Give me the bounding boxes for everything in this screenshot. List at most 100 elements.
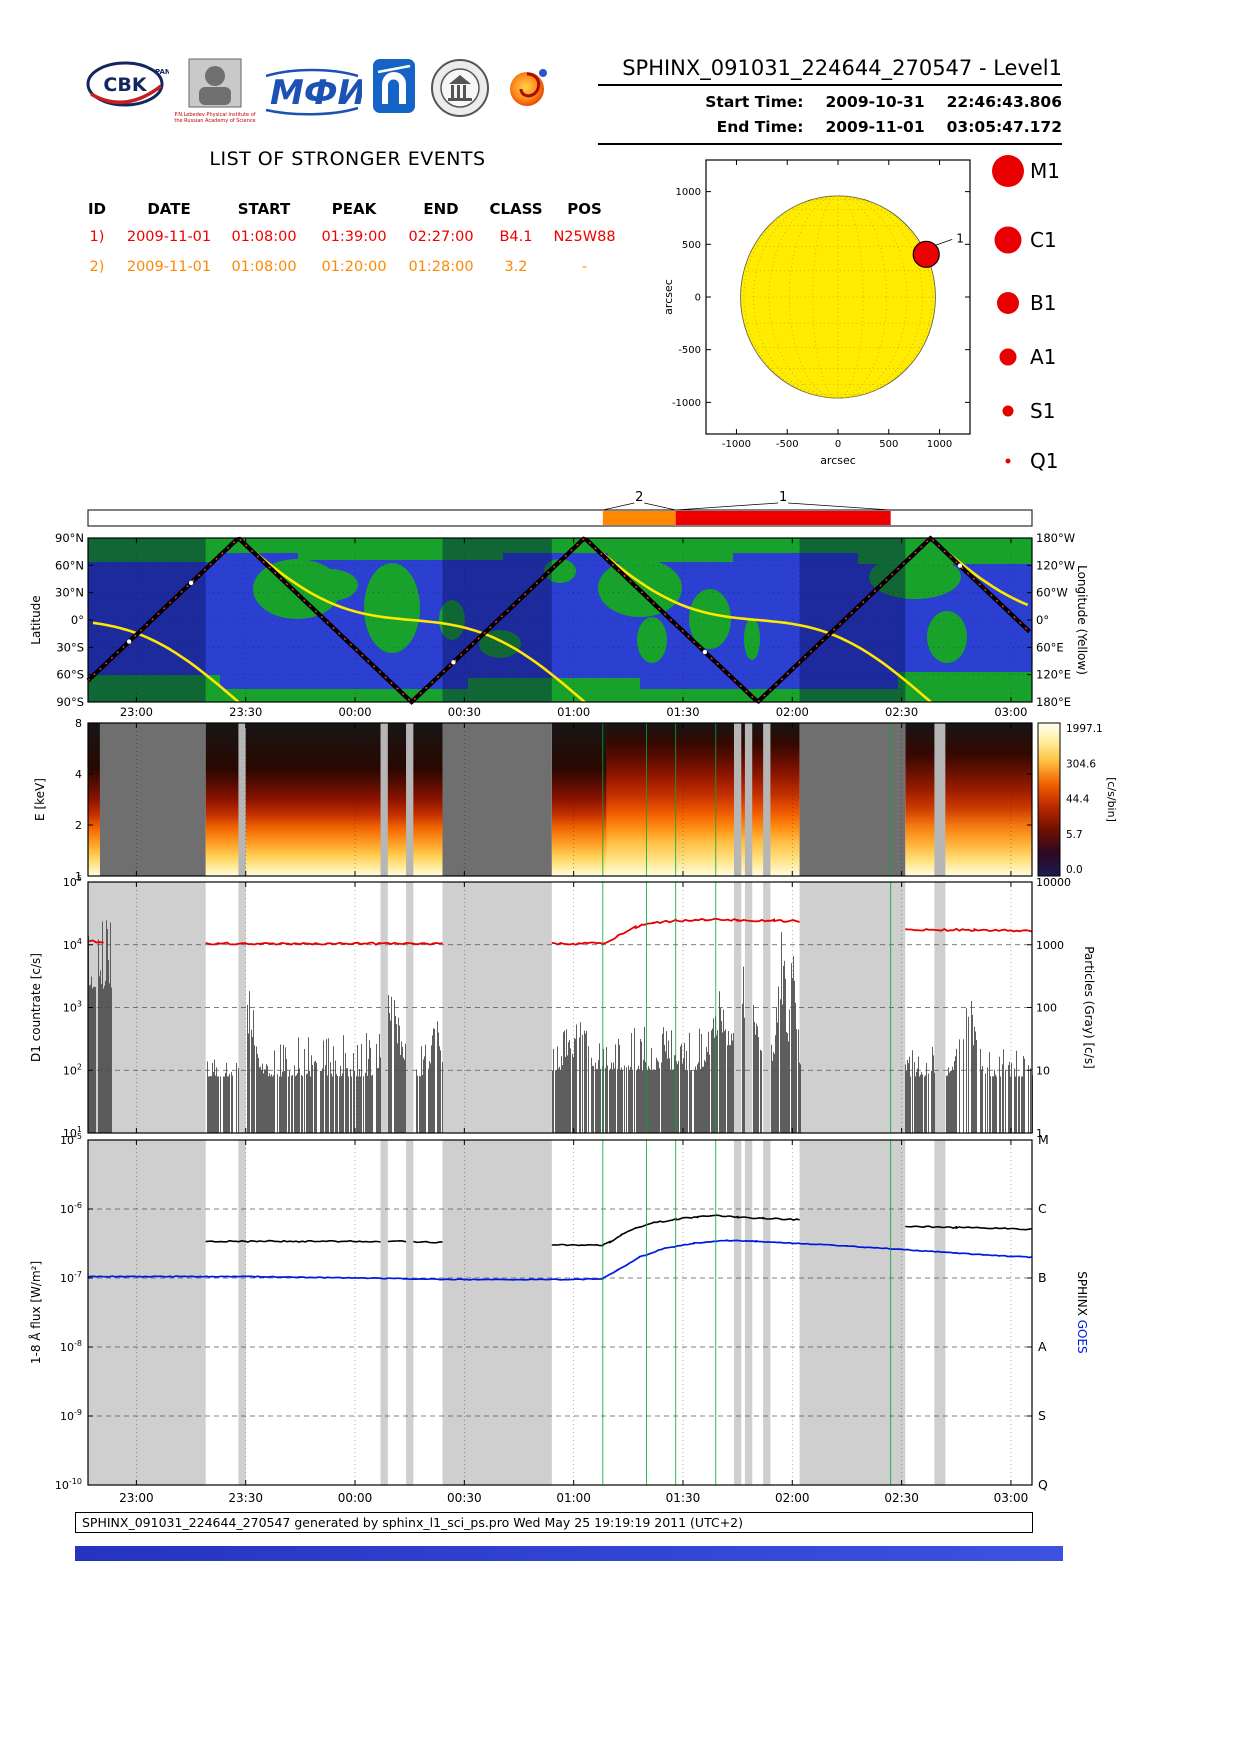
bottom-blue-bar	[75, 1546, 1063, 1561]
lebedev-caption: P.N.Lebedev Physical Institute of the Ru…	[174, 112, 256, 124]
svg-text:01:30: 01:30	[666, 705, 699, 719]
end-time-value: 03:05:47.172	[946, 118, 1062, 136]
sun-position-plot: 1 -1000 -500 0 500 1000 1000 500 0 -500 -1000 arcse…	[662, 159, 971, 467]
longitude-curve	[237, 537, 586, 703]
page-title: SPHINX_091031_224644_270547 - Level1	[598, 56, 1062, 86]
sun-blue-dot	[539, 69, 547, 77]
mephi-wave-top	[265, 68, 359, 78]
svg-text:E [keV]: E [keV]	[33, 778, 47, 821]
track-dot	[188, 580, 194, 586]
university-seal-logo	[430, 58, 490, 122]
event-row: 1) 2009-11-01 01:08:00 01:39:00 02:27:00…	[89, 229, 616, 245]
svg-text:102: 102	[63, 1062, 82, 1077]
svg-text:M: M	[1038, 1132, 1049, 1147]
mephi-wave-bottom	[265, 106, 359, 116]
legend-circle	[1002, 405, 1014, 417]
svg-text:SPHINX GOES: SPHINX GOES	[1075, 1271, 1089, 1353]
svg-text:00:30: 00:30	[448, 705, 481, 719]
seal-base	[448, 98, 472, 101]
svg-text:1000: 1000	[676, 187, 701, 198]
end-time-label: End Time:	[716, 118, 804, 136]
svg-text:10-8: 10-8	[60, 1339, 82, 1354]
start-time-row: Start Time: 2009-10-31 22:46:43.806	[598, 93, 1062, 111]
svg-text:0°: 0°	[1036, 613, 1049, 627]
svg-text:103: 103	[63, 1000, 82, 1015]
event-segment	[602, 511, 676, 525]
svg-text:180°E: 180°E	[1036, 695, 1071, 709]
svg-text:-500: -500	[776, 439, 799, 450]
arch-gate	[382, 72, 406, 104]
lebedev-logo: P.N.Lebedev Physical Institute of the Ru…	[174, 58, 258, 124]
start-time-label: Start Time:	[705, 93, 804, 111]
svg-text:00:30: 00:30	[447, 1491, 482, 1505]
svg-text:Longitude (Yellow): Longitude (Yellow)	[1075, 565, 1089, 675]
svg-text:2: 2	[635, 490, 643, 505]
cbk-ellipse	[86, 61, 164, 107]
svg-text:100: 100	[1036, 1002, 1057, 1015]
svg-text:1: 1	[75, 870, 82, 883]
svg-text:01:00: 01:00	[557, 705, 590, 719]
svg-text:500: 500	[682, 240, 701, 251]
svg-text:00:00: 00:00	[338, 1491, 373, 1505]
svg-text:1: 1	[779, 490, 787, 505]
svg-text:B: B	[1038, 1270, 1047, 1285]
end-time-row: End Time: 2009-11-01 03:05:47.172	[598, 118, 1062, 136]
svg-text:2: 2	[75, 819, 82, 832]
svg-text:5.7: 5.7	[1066, 829, 1083, 841]
portrait-head	[205, 66, 225, 86]
ground-track-map: 90°N 60°N 30°N 0° 30°S 60°S 90°S 180°W 120°W 60°W…	[29, 531, 1089, 719]
track-dot	[126, 639, 132, 644]
footer-caption: SPHINX_091031_224644_270547 generated by…	[75, 1512, 1033, 1533]
svg-text:Q1: Q1	[1030, 449, 1058, 473]
start-time-value: 22:46:43.806	[946, 93, 1062, 111]
portrait-shoulders	[199, 87, 231, 105]
svg-text:00:00: 00:00	[338, 705, 371, 719]
events-header-row: ID DATE START PEAK END CLASS POS	[87, 200, 602, 218]
cbk-logo: CBK PAN	[85, 58, 171, 120]
svg-text:03:00: 03:00	[994, 705, 1027, 719]
svg-text:90°S: 90°S	[56, 695, 84, 709]
svg-text:60°S: 60°S	[56, 668, 84, 682]
svg-text:1000: 1000	[1036, 939, 1064, 952]
longitude-curve	[583, 537, 932, 703]
svg-text:500: 500	[879, 439, 898, 450]
cbk-swoosh	[90, 84, 163, 105]
events-table: ID DATE START PEAK END CLASS POS 1) 2009…	[75, 196, 620, 282]
svg-text:-500: -500	[678, 345, 701, 356]
svg-text:10-7: 10-7	[60, 1270, 82, 1285]
legend-circle	[1005, 458, 1011, 464]
arch-logo	[372, 58, 416, 118]
svg-text:1: 1	[956, 231, 964, 245]
sun-disc	[510, 72, 544, 106]
event-row: 2) 2009-11-01 01:08:00 01:20:00 01:28:00…	[89, 259, 588, 275]
svg-text:0.0: 0.0	[1066, 864, 1083, 876]
svg-text:104: 104	[63, 937, 82, 952]
svg-text:0°: 0°	[71, 613, 84, 627]
svg-text:10: 10	[1036, 1064, 1050, 1077]
track-dot	[702, 649, 708, 655]
svg-text:90°N: 90°N	[55, 531, 84, 545]
svg-text:180°W: 180°W	[1036, 531, 1075, 545]
flare-class-legend: M1 C1 B1 A1 S1 Q1	[992, 155, 1060, 473]
track-dot	[957, 563, 963, 568]
svg-text:23:00: 23:00	[120, 705, 153, 719]
header: SPHINX_091031_224644_270547 - Level1 Sta…	[598, 56, 1062, 145]
cbk-pan-text: PAN	[155, 68, 169, 76]
svg-text:10-5: 10-5	[60, 1132, 82, 1147]
seal-column	[463, 85, 466, 98]
svg-text:8: 8	[75, 717, 82, 730]
flare-spot	[912, 240, 940, 268]
mephi-logo: МФИ	[262, 64, 366, 120]
svg-text:D1 countrate [c/s]: D1 countrate [c/s]	[29, 953, 43, 1062]
svg-text:M1: M1	[1030, 159, 1060, 183]
track-dot	[451, 660, 456, 665]
legend-circle	[999, 348, 1017, 366]
svg-text:B1: B1	[1030, 291, 1056, 315]
legend-circle	[992, 155, 1024, 187]
header-divider	[598, 143, 1062, 145]
start-date-value: 2009-10-31	[825, 93, 925, 111]
svg-text:C: C	[1038, 1201, 1047, 1216]
svg-text:30°S: 30°S	[56, 640, 84, 654]
svg-text:105: 105	[63, 874, 82, 889]
